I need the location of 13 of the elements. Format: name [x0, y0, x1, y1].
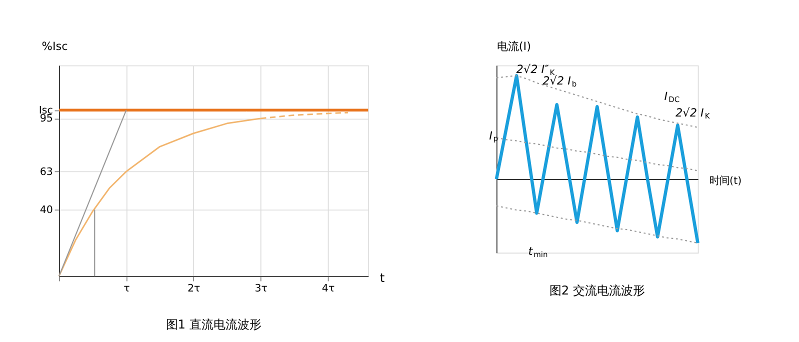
x-tick-label: 2τ [187, 282, 200, 295]
y-axis-title: %Isc [42, 40, 68, 53]
x-axis-title: 时间(t) [710, 175, 742, 188]
x-axis-title: t [380, 271, 385, 286]
x-tick-label: τ [124, 282, 130, 295]
y-tick-label: 63 [40, 166, 53, 178]
y-tick-label: 95 [40, 112, 53, 125]
y-tick-label: 40 [40, 204, 53, 216]
y-axis-title: 电流(I) [496, 40, 532, 53]
text: 图2 交流电流波形 [549, 283, 645, 298]
text: 图1 直流电流波形 [166, 318, 262, 332]
x-tick-label: 4τ [322, 282, 335, 295]
x-tick-label: 3τ [254, 282, 268, 295]
